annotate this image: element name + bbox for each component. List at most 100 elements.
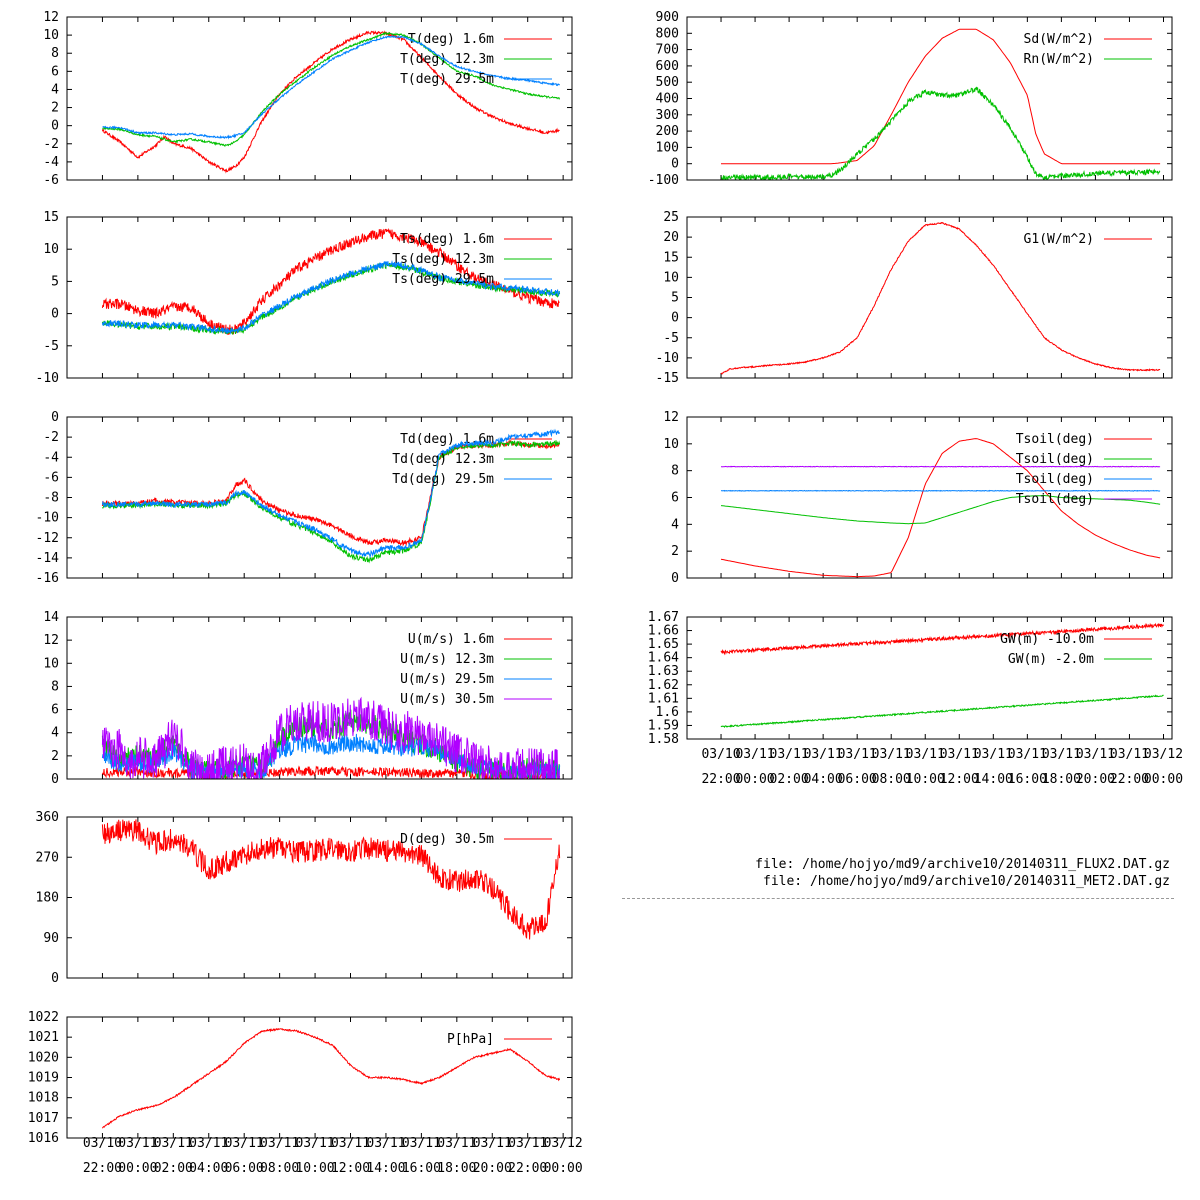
legend-label: U(m/s) 12.3m [400,652,494,667]
y-tick-label: 8 [51,679,59,694]
x-tick-label-date: 03/12 [544,1136,583,1151]
panel-air-temp: -6 -4 -2 0 2 4 6 8 10 12 T(deg) 1.6m T(deg) 12.3m T(… [43,10,573,188]
file-line-flux: file: /home/hojyo/md9/archive10/20140311… [755,857,1170,872]
y-tick-label: -15 [656,371,679,386]
x-tick-label-time: 10:00 [906,772,945,787]
x-tick-label-date: 03/11 [437,1136,476,1151]
legend-label: U(m/s) 30.5m [400,692,494,707]
plot-frame [686,216,1173,379]
x-tick-label-date: 03/11 [804,747,843,762]
y-tick-label: 1019 [28,1071,59,1086]
y-tick-label: 800 [656,26,679,41]
legend-label: Sd(W/m^2) [1024,32,1094,47]
series-line-3 [720,489,1161,492]
y-tick-label: 0 [51,307,59,322]
y-tick-label: 10 [43,656,59,671]
x-tick-label-time: 22:00 [701,772,740,787]
y-tick-label: 360 [36,810,59,825]
y-tick-label: 1.59 [648,718,679,733]
legend-label: Rn(W/m^2) [1024,52,1094,67]
legend-label: U(m/s) 29.5m [400,672,494,687]
series-line-2 [721,86,1161,180]
series-line-4 [721,465,1161,468]
legend-label: GW(m) -10.0m [1000,632,1094,647]
series-line-1 [720,221,1161,375]
y-tick-label: 0 [671,311,679,326]
legend-label: Td(deg) 12.3m [392,452,494,467]
panel-ground-heat: -15 -10 -5 0 5 10 15 20 25 G1(W/m^2) [656,210,1173,386]
y-tick-label: -2 [43,137,59,152]
x-tick-label-date: 03/11 [872,747,911,762]
series-line-1 [101,30,560,174]
y-tick-label: 1021 [28,1030,59,1045]
x-tick-label-date: 03/11 [838,747,877,762]
x-tick-label-date: 03/11 [508,1136,547,1151]
x-tick-label-date: 03/11 [295,1136,334,1151]
y-tick-label: 1.62 [648,678,679,693]
x-tick-label-date: 03/11 [225,1136,264,1151]
y-tick-label: -5 [663,331,679,346]
y-tick-label: -6 [43,173,59,188]
plot-frame [686,16,1173,181]
y-tick-label: 1.6 [656,705,679,720]
panel-dew-point: -16 -14 -12 -10 -8 -6 -4 -2 0 Td(deg) 1.6m Td(deg)… [36,410,573,586]
y-tick-label: 4 [51,82,59,97]
series-line-3 [101,259,561,335]
y-tick-label: 25 [663,210,679,225]
panel-wind-speed: 0 2 4 6 8 10 12 14 U(m/s) 1.6m U(m/s) 12.3m U(m/s)… [43,610,573,787]
legend-label: Tsoil(deg) [1016,452,1094,467]
series-line-2 [102,31,561,148]
x-tick-label-time: 20:00 [473,1161,512,1176]
plot-frame [66,416,573,579]
separator-line [622,898,1174,899]
y-tick-label: -8 [43,491,59,506]
series-line-1 [720,622,1164,656]
y-tick-label: 14 [43,610,59,625]
plot-frame [686,416,1173,579]
y-tick-label: 90 [43,931,59,946]
y-tick-label: 5 [671,291,679,306]
y-tick-label: 15 [663,250,679,265]
x-tick-label-time: 08:00 [260,1161,299,1176]
y-tick-label: 500 [656,75,679,90]
x-tick-label-date: 03/11 [735,747,774,762]
series-line-2 [720,495,1161,525]
file-info: file: /home/hojyo/md9/archive10/20140311… [700,856,1170,890]
x-tick-label-time: 02:00 [770,772,809,787]
y-tick-label: 400 [656,92,679,107]
x-tick-label-time: 00:00 [735,772,774,787]
y-tick-label: -5 [43,339,59,354]
x-tick-label-date: 03/11 [906,747,945,762]
x-tick-label-date: 03/11 [189,1136,228,1151]
panel-surface-temp: -10 -5 0 5 10 15 Ts(deg) 1.6m Ts(deg) 12.3m Ts(d… [36,210,573,386]
file-line-met: file: /home/hojyo/md9/archive10/20140311… [763,874,1170,889]
series-line-1 [101,1027,561,1129]
x-tick-label-date: 03/10 [83,1136,122,1151]
y-tick-label: 270 [36,850,59,865]
y-tick-label: 900 [656,10,679,25]
x-tick-label-date: 03/10 [701,747,740,762]
y-tick-label: 10 [663,437,679,452]
y-tick-label: 1.65 [648,637,679,652]
y-tick-label: 2 [671,544,679,559]
series-line-4 [101,696,560,779]
series-line-1 [101,227,560,335]
y-tick-label: -12 [36,531,59,546]
y-tick-label: 1022 [28,1010,59,1025]
legend-label: Td(deg) 29.5m [392,472,494,487]
y-tick-label: 2 [51,101,59,116]
x-tick-label-time: 00:00 [118,1161,157,1176]
plot-frame [66,1016,573,1139]
y-tick-label: 2 [51,749,59,764]
y-tick-label: 100 [656,140,679,155]
y-tick-label: 1.66 [648,624,679,639]
y-tick-label: 0 [671,571,679,586]
y-tick-label: -10 [656,351,679,366]
x-tick-label-time: 12:00 [940,772,979,787]
y-tick-label: 10 [43,242,59,257]
legend-label: Ts(deg) 12.3m [392,252,494,267]
y-tick-label: 1.58 [648,732,679,747]
y-tick-label: 1020 [28,1050,59,1065]
legend-label: Tsoil(deg) [1016,492,1094,507]
